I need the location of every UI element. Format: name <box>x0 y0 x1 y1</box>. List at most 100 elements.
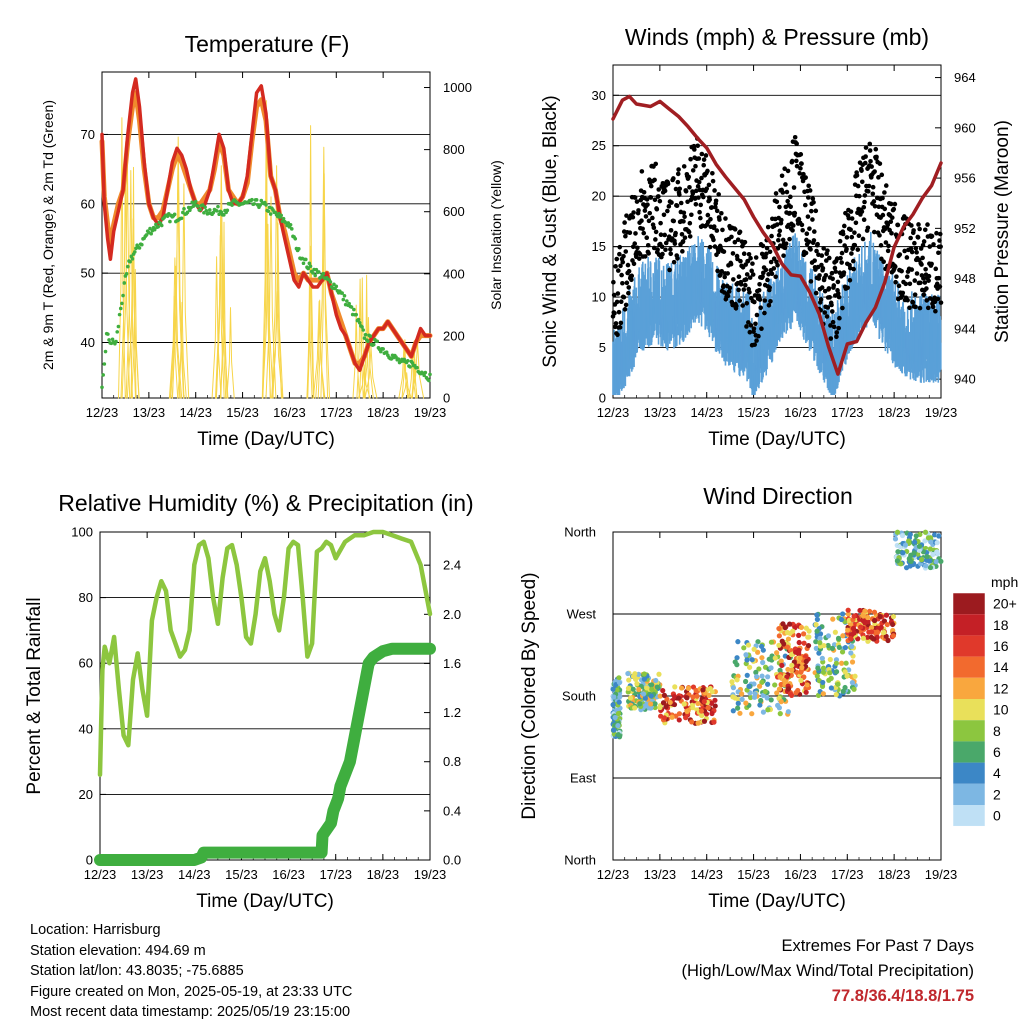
gust-point <box>849 251 854 256</box>
gust-point <box>851 266 856 272</box>
dewpoint-point <box>185 210 190 215</box>
x-tick-label: 14/23 <box>690 867 723 882</box>
dewpoint-point <box>179 216 184 221</box>
gust-point <box>774 199 780 205</box>
dewpoint-series <box>100 197 432 390</box>
gust-point <box>635 245 640 251</box>
gust-point <box>613 264 618 269</box>
gust-point <box>744 300 750 306</box>
gust-point <box>666 204 672 209</box>
gust-point <box>614 299 620 305</box>
direction-point <box>709 710 715 717</box>
x-tick-label: 14/23 <box>179 405 212 420</box>
gust-point <box>862 160 868 166</box>
y2-tick-label: 1.2 <box>443 705 461 720</box>
y2-tick-label: 0.4 <box>443 803 461 818</box>
direction-point <box>934 549 940 555</box>
gust-point <box>794 163 800 169</box>
gust-point <box>861 217 867 223</box>
dewpoint-point <box>254 198 259 202</box>
x-tick-label: 14/23 <box>178 867 211 882</box>
legend-swatch <box>953 699 985 721</box>
gust-point <box>818 297 824 302</box>
gust-point <box>904 255 910 260</box>
gust-point <box>687 184 692 190</box>
direction-point <box>871 609 878 615</box>
gust-point <box>929 261 934 267</box>
direction-point <box>798 624 805 631</box>
gust-point <box>785 168 791 174</box>
dewpoint-point <box>314 267 319 272</box>
legend-label: 8 <box>993 723 1001 739</box>
x-tick-label: 14/23 <box>690 405 723 420</box>
gust-point <box>644 235 650 241</box>
extremes-subtitle: (High/Low/Max Wind/Total Precipitation) <box>681 962 974 980</box>
gust-point <box>834 256 840 261</box>
gust-point <box>747 275 753 280</box>
direction-point <box>918 557 925 563</box>
gust-point <box>763 267 769 273</box>
direction-point <box>848 650 854 656</box>
gust-point <box>830 276 835 282</box>
gust-point <box>856 233 862 239</box>
direction-point <box>667 699 673 706</box>
gust-point <box>791 185 797 190</box>
gust-point <box>932 299 938 305</box>
direction-point <box>785 644 791 650</box>
direction-point <box>681 701 687 707</box>
y-tick-label: 50 <box>81 266 95 281</box>
direction-point <box>760 709 767 715</box>
gust-point <box>617 325 623 330</box>
gust-point <box>870 184 876 190</box>
dewpoint-point <box>415 365 419 370</box>
gust-point <box>750 272 756 277</box>
gust-point <box>738 258 743 264</box>
gust-point <box>938 244 943 249</box>
gust-point <box>771 266 777 271</box>
direction-point <box>885 637 891 644</box>
direction-point <box>817 640 823 646</box>
gust-point <box>876 175 881 180</box>
dewpoint-point <box>321 271 326 276</box>
direction-point <box>614 687 620 693</box>
direction-point <box>610 702 616 708</box>
gust-point <box>648 195 654 200</box>
gust-point <box>646 251 651 256</box>
direction-point <box>625 685 632 691</box>
gust-point <box>913 304 918 310</box>
legend-label: 12 <box>993 680 1009 696</box>
direction-point <box>759 679 765 685</box>
gust-point <box>811 238 817 243</box>
gust-point <box>834 334 839 340</box>
direction-point <box>610 686 616 692</box>
direction-point <box>796 639 802 646</box>
gust-point <box>835 291 841 296</box>
insolation-spike <box>171 174 184 399</box>
direction-point <box>730 685 737 691</box>
direction-panel-ylabel: Direction (Colored By Speed) <box>519 572 540 819</box>
direction-point <box>669 714 675 720</box>
direction-point <box>789 667 795 673</box>
gust-point <box>810 217 815 222</box>
gust-point <box>686 229 692 235</box>
direction-point <box>894 529 901 535</box>
gust-point <box>658 232 664 238</box>
direction-point <box>768 665 774 671</box>
direction-point <box>735 639 741 645</box>
insolation-spike <box>363 274 370 399</box>
direction-point <box>868 624 875 631</box>
direction-point <box>758 697 764 704</box>
direction-point <box>851 686 857 692</box>
direction-point <box>815 665 821 671</box>
gust-point <box>908 235 913 241</box>
direction-point <box>865 619 871 625</box>
direction-point <box>643 685 650 691</box>
gust-point <box>626 285 632 290</box>
gust-point <box>807 188 813 193</box>
direction-point <box>641 676 647 682</box>
direction-point <box>648 693 654 699</box>
direction-point <box>626 677 632 683</box>
gust-point <box>630 214 636 220</box>
gust-point <box>618 299 624 305</box>
direction-point <box>840 633 846 639</box>
